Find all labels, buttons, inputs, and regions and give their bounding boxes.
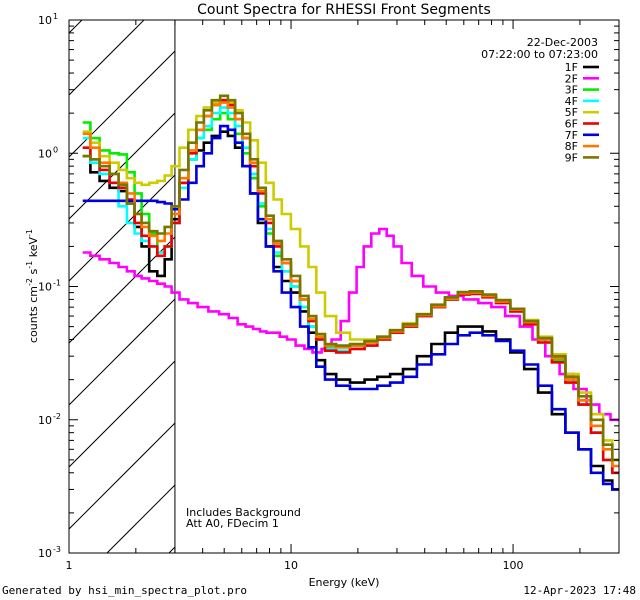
y-tick-label: 10 [38,414,52,427]
legend-label-3F: 3F [565,84,578,97]
hatched-low-energy-region [69,20,619,553]
annotation-background: Includes Background [186,506,301,519]
legend-label-8F: 8F [565,140,578,153]
y-tick-label: 10 [38,14,52,27]
legend-label-7F: 7F [565,129,578,142]
hatch-mask [174,20,619,553]
series-9F [82,94,619,462]
y-tick-exponent: -2 [53,412,61,421]
y-axis-label: counts cm-2 s-1 keV-1 [25,229,40,343]
hatch-line [69,20,207,158]
x-tick-label: 10 [284,559,298,572]
chart-title: Count Spectra for RHESSI Front Segments [197,2,491,18]
y-tick-label: 10 [38,281,52,294]
legend-label-5F: 5F [565,106,578,119]
axis-ticks [68,19,620,554]
legend-label-2F: 2F [565,72,578,85]
legend-label-6F: 6F [565,118,578,131]
time-range-label: 07:22:00 to 07:23:00 [481,48,598,61]
x-axis-label: Energy (keV) [309,576,380,589]
annotation-attenuator: Att A0, FDecim 1 [186,517,279,530]
legend-label-9F: 9F [565,151,578,164]
y-tick-label: 10 [38,147,52,160]
series-2F [82,227,619,422]
y-tick-exponent: -1 [53,279,61,288]
date-label: 22-Dec-2003 [527,36,598,49]
x-tick-label: 100 [503,559,524,572]
x-tick-labels: 1 10 100 [66,559,524,572]
legend-label-1F: 1F [565,61,578,74]
legend-label-4F: 4F [565,95,578,108]
y-tick-exponent: 0 [53,145,58,154]
y-tick-exponent: -3 [53,545,61,554]
y-tick-exponent: 1 [53,12,58,21]
x-tick-label: 1 [66,559,73,572]
footer-timestamp: 12-Apr-2023 17:48 [523,584,636,597]
y-tick-label: 10 [38,547,52,560]
footer-generated-by: Generated by hsi_min_spectra_plot.pro [2,584,248,597]
spectra-series [82,94,619,491]
